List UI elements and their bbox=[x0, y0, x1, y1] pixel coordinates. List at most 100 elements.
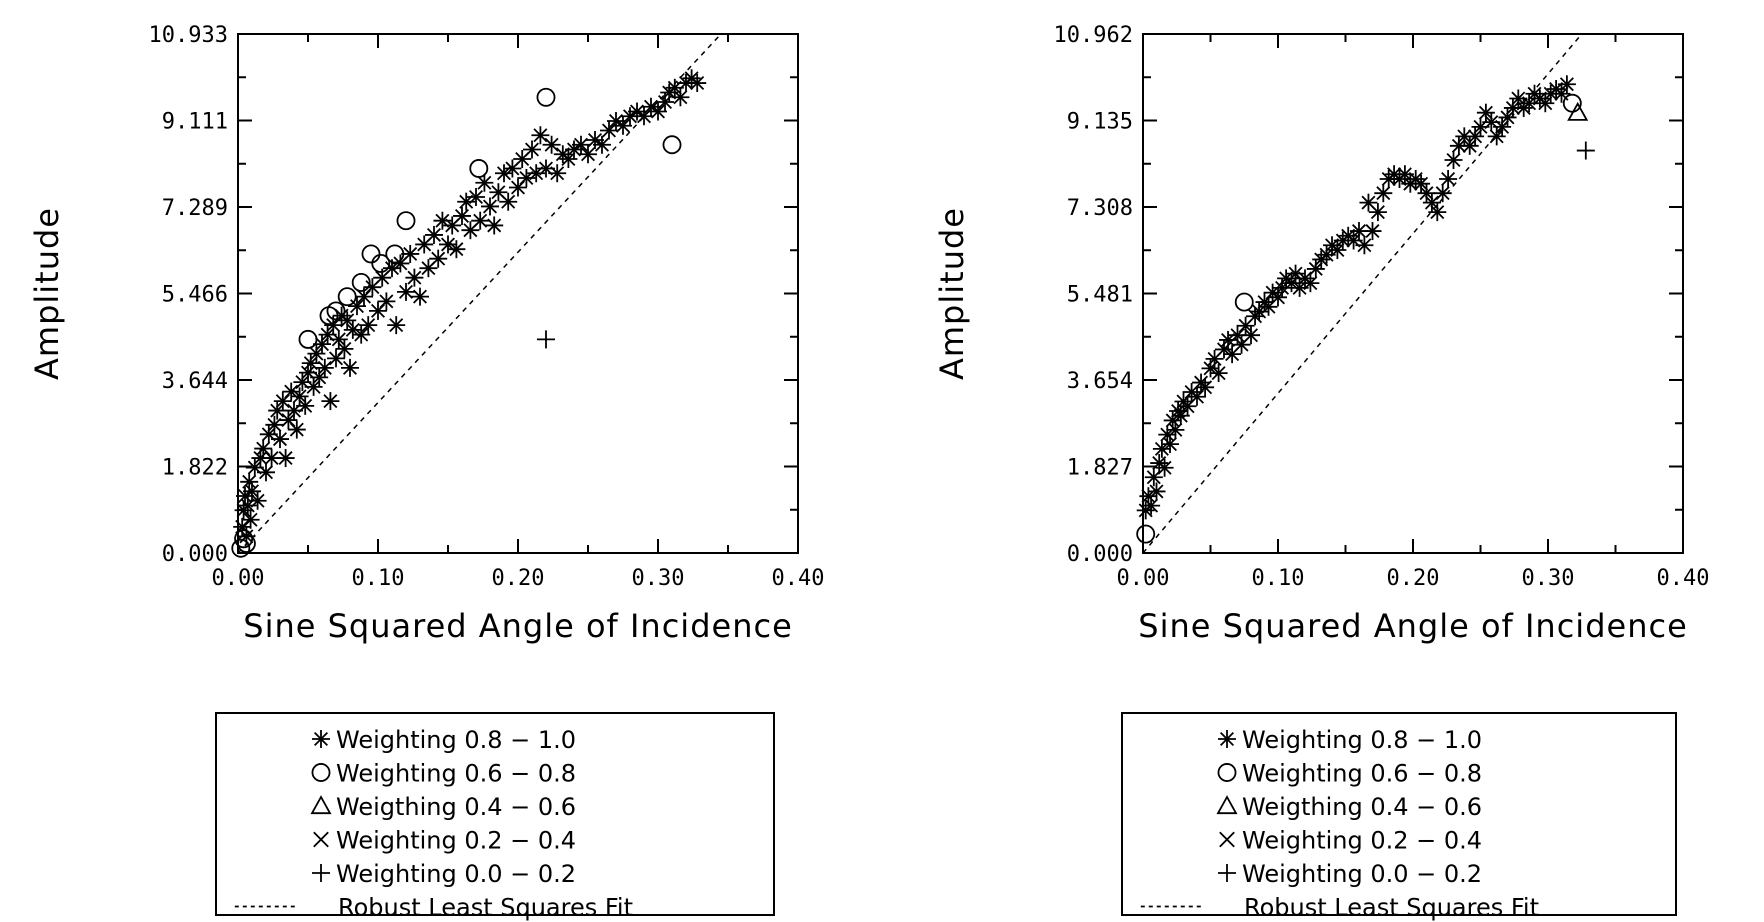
data-point-asterisk bbox=[635, 107, 653, 126]
data-point-asterisk bbox=[1422, 193, 1441, 212]
y-tick-label: 0.000 bbox=[162, 542, 228, 567]
data-point-asterisk bbox=[642, 97, 660, 116]
data-point-asterisk bbox=[1219, 330, 1238, 349]
x-tick-label: 0.40 bbox=[1657, 566, 1710, 591]
data-point-asterisk bbox=[559, 149, 578, 168]
data-point-asterisk bbox=[1142, 496, 1161, 515]
data-point-asterisk bbox=[1536, 94, 1555, 113]
legend-symbol-circle bbox=[1217, 763, 1237, 782]
data-point-asterisk bbox=[1328, 240, 1347, 259]
series-asterisk bbox=[1136, 75, 1576, 520]
series-circle bbox=[1136, 93, 1582, 544]
data-point-asterisk bbox=[307, 344, 326, 363]
data-point-plus bbox=[537, 330, 555, 349]
plot-frame bbox=[237, 33, 799, 554]
series-triangle bbox=[1567, 101, 1589, 121]
data-point-asterisk bbox=[572, 135, 590, 154]
data-point-asterisk bbox=[287, 420, 306, 439]
data-point-asterisk bbox=[348, 297, 366, 316]
data-point-asterisk bbox=[315, 358, 334, 377]
data-point-asterisk bbox=[593, 135, 611, 154]
data-point-asterisk bbox=[1188, 387, 1206, 406]
data-point-circle bbox=[1136, 524, 1156, 544]
x-tick-label: 0.40 bbox=[772, 566, 825, 591]
data-point-asterisk bbox=[471, 211, 490, 230]
x-axis-title: Sine Squared Angle of Incidence bbox=[1138, 607, 1688, 645]
legend-symbol-asterisk bbox=[312, 730, 330, 748]
data-point-asterisk bbox=[509, 178, 527, 197]
data-point-asterisk bbox=[377, 292, 396, 311]
x-tick-label: 0.10 bbox=[1252, 566, 1305, 591]
data-point-asterisk bbox=[1412, 174, 1431, 193]
legend-box bbox=[1121, 712, 1677, 916]
data-point-circle bbox=[326, 301, 346, 321]
legend-symbol-triangle bbox=[1216, 795, 1238, 815]
legend-label: Weigthing 0.4 − 0.6 bbox=[336, 793, 576, 821]
right-legend: Weighting 0.8 − 1.0 Weighting 0.6 − 0.8 We… bbox=[1121, 712, 1677, 922]
data-point-asterisk bbox=[614, 116, 632, 135]
x-tick-label: 0.30 bbox=[632, 566, 685, 591]
data-point-asterisk bbox=[429, 249, 448, 268]
legend-label: Robust Least Squares Fit bbox=[1244, 894, 1539, 922]
legend-label: Weighting 0.0 − 0.2 bbox=[336, 860, 576, 888]
data-point-asterisk bbox=[276, 449, 295, 468]
data-point-asterisk bbox=[453, 206, 471, 225]
legend-symbol-circle bbox=[311, 763, 331, 782]
data-point-asterisk bbox=[1259, 297, 1278, 316]
data-point-asterisk bbox=[359, 316, 378, 335]
y-tick-label: 7.289 bbox=[162, 196, 228, 221]
data-point-plus bbox=[1576, 141, 1595, 160]
data-point-asterisk bbox=[257, 463, 275, 482]
data-point-asterisk bbox=[447, 240, 466, 259]
data-point-circle bbox=[385, 244, 405, 264]
data-point-asterisk bbox=[248, 491, 267, 510]
data-point-asterisk bbox=[321, 392, 340, 411]
data-point-asterisk bbox=[310, 368, 329, 387]
x-tick-label: 0.20 bbox=[492, 566, 545, 591]
data-point-asterisk bbox=[293, 373, 312, 392]
data-point-asterisk bbox=[1196, 378, 1215, 397]
data-point-asterisk bbox=[1363, 222, 1382, 241]
data-point-asterisk bbox=[241, 510, 260, 529]
data-point-circle bbox=[361, 244, 381, 264]
data-point-asterisk bbox=[1417, 184, 1436, 203]
data-point-asterisk bbox=[1306, 259, 1325, 278]
data-point-asterisk bbox=[1242, 326, 1260, 345]
data-point-asterisk bbox=[1155, 458, 1174, 477]
y-tick-label: 3.654 bbox=[1067, 369, 1133, 394]
data-point-asterisk bbox=[1503, 98, 1522, 117]
data-point-asterisk bbox=[1460, 136, 1479, 155]
data-point-asterisk bbox=[1161, 435, 1179, 454]
legend-label: Weighting 0.6 − 0.8 bbox=[1242, 760, 1482, 788]
x-tick-label: 0.00 bbox=[212, 566, 265, 591]
data-point-asterisk bbox=[290, 387, 309, 406]
y-tick-label: 9.135 bbox=[1067, 110, 1133, 135]
legend-label: Weighting 0.8 − 1.0 bbox=[1242, 726, 1482, 754]
data-point-asterisk bbox=[671, 88, 690, 107]
data-point-circle bbox=[1234, 292, 1254, 312]
x-tick-label: 0.00 bbox=[1117, 566, 1170, 591]
legend-label: Weighting 0.2 − 0.4 bbox=[336, 827, 576, 855]
data-point-asterisk bbox=[531, 126, 550, 145]
data-point-asterisk bbox=[425, 225, 443, 244]
data-point-circle bbox=[231, 538, 251, 558]
data-point-asterisk bbox=[1144, 468, 1163, 487]
data-point-asterisk bbox=[461, 221, 480, 240]
data-point-asterisk bbox=[1286, 264, 1305, 283]
series-asterisk bbox=[233, 69, 707, 546]
data-point-asterisk bbox=[1223, 345, 1242, 364]
series-circle bbox=[231, 87, 682, 558]
data-point-asterisk bbox=[301, 354, 320, 373]
data-point-circle bbox=[337, 287, 357, 307]
y-tick-label: 5.481 bbox=[1067, 283, 1133, 308]
y-tick-label: 3.644 bbox=[162, 369, 228, 394]
legend-label: Weighting 0.0 − 0.2 bbox=[1242, 860, 1482, 888]
x-tick-label: 0.30 bbox=[1522, 566, 1575, 591]
data-point-circle bbox=[371, 253, 391, 273]
x-axis-title: Sine Squared Angle of Incidence bbox=[243, 607, 793, 645]
data-point-asterisk bbox=[335, 339, 354, 358]
data-point-asterisk bbox=[1493, 117, 1512, 136]
legend-symbol-triangle bbox=[310, 795, 332, 815]
data-point-asterisk bbox=[405, 268, 424, 287]
